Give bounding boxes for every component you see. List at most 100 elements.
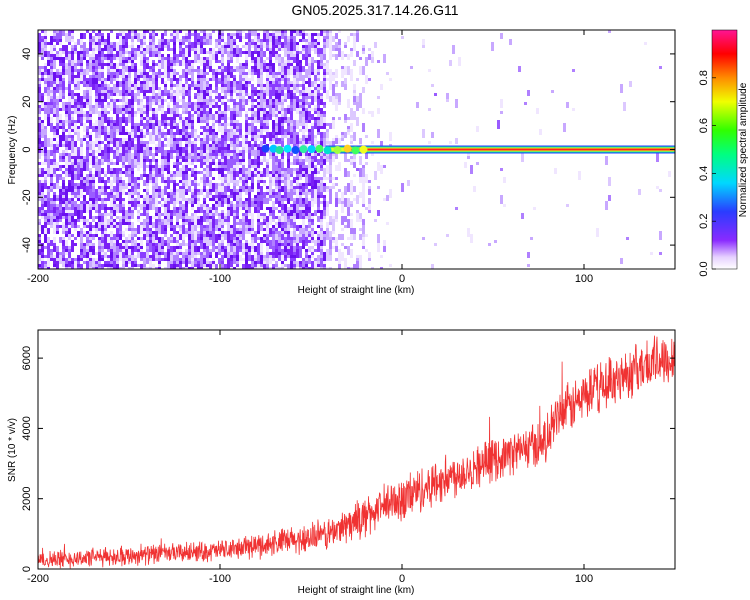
spectrogram-cell	[38, 51, 41, 54]
spectrogram-cell	[134, 78, 137, 81]
spectrogram-cell	[350, 48, 353, 51]
spectrogram-cell	[302, 186, 305, 195]
spectrogram-cell	[53, 39, 56, 42]
spectrogram-cell	[215, 135, 218, 138]
spectrogram-cell	[101, 150, 104, 159]
spectrogram-cell	[80, 117, 83, 123]
spectrogram-cell	[260, 213, 263, 216]
spectrogram-cell	[170, 117, 173, 120]
spectrogram-cell	[263, 237, 266, 240]
spectrogram-cell	[242, 72, 245, 75]
spectrogram-cell	[305, 264, 308, 267]
spectrogram-cell	[152, 63, 155, 66]
spectrogram-cell	[125, 33, 128, 42]
spectrogram-cell	[341, 51, 344, 60]
spectrogram-cell	[44, 114, 47, 120]
spectrogram-cell	[110, 267, 113, 269]
spectrogram-cell	[62, 78, 65, 81]
spectrogram-cell	[239, 174, 242, 177]
spectrogram-cell	[161, 204, 164, 207]
spectrogram-cell	[161, 81, 164, 84]
spectrogram-cell	[149, 141, 152, 144]
spectrogram-cell	[311, 225, 314, 228]
spectrogram-cell	[323, 153, 326, 156]
spectrogram-cell	[116, 141, 119, 147]
spectrogram-cell	[41, 108, 44, 111]
spectrogram-cell	[212, 198, 215, 201]
spectrogram-cell	[335, 57, 338, 60]
spectrogram-cell	[290, 237, 293, 240]
spectrogram-cell	[188, 69, 191, 75]
spectrogram-cell	[248, 162, 251, 165]
spectrogram-cell	[122, 264, 125, 269]
spectrogram-cell	[317, 129, 320, 132]
spectrogram-cell	[38, 87, 41, 90]
spectrogram-cell	[185, 156, 188, 159]
spectrogram-cell	[287, 138, 290, 147]
spectrogram-cell	[257, 111, 260, 120]
spectrogram-cell	[188, 39, 191, 42]
spectrogram-cell	[158, 237, 161, 246]
spectrogram-cell	[176, 243, 179, 246]
spectrogram-cell	[230, 72, 233, 78]
spectrogram-cell	[56, 78, 59, 84]
spectrogram-cell	[182, 159, 185, 162]
spectrogram-cell	[170, 252, 173, 255]
spectrogram-cell	[107, 63, 110, 66]
spectrogram-cell	[104, 105, 107, 108]
spectrogram-cell	[149, 51, 152, 57]
spectrogram-cell	[119, 222, 122, 231]
spectrogram-cell	[86, 180, 89, 183]
spectrogram-cell	[269, 90, 272, 93]
spectrogram-cell	[224, 156, 227, 159]
spectrogram-cell	[209, 114, 212, 120]
spectrogram-cell	[191, 243, 194, 252]
spectrogram-cell	[344, 156, 347, 162]
spectrogram-cell	[212, 231, 215, 234]
spectrogram-cell	[59, 195, 62, 198]
spectrogram-cell	[125, 120, 128, 126]
spectrogram-cell	[239, 189, 242, 192]
spectrogram-cell	[233, 228, 236, 237]
spectrogram-cell	[194, 252, 197, 255]
spectrogram-cell	[338, 249, 341, 255]
spectrogram-cell	[59, 108, 62, 111]
spectrogram-cell	[167, 93, 170, 96]
spectrogram-cell	[65, 204, 68, 210]
spectrogram-cell	[263, 192, 266, 201]
spectrogram-cell	[182, 150, 185, 153]
spectrogram-cell	[62, 261, 65, 264]
spectrogram-cell	[194, 87, 197, 90]
spectrogram-cell	[170, 264, 173, 269]
spectrogram-cell	[113, 237, 116, 240]
spectrogram-cell	[173, 246, 176, 255]
spectrogram-cell	[65, 258, 68, 267]
spectrogram-cell	[248, 45, 251, 51]
spectrogram-cell	[170, 228, 173, 231]
spectrogram-cell	[344, 72, 347, 75]
spectrogram-cell	[128, 177, 131, 183]
spectrogram-cell	[104, 111, 107, 114]
spectrogram-cell	[299, 165, 302, 174]
spectrogram-cell	[110, 96, 113, 99]
spectrogram-cell	[308, 66, 311, 75]
spectrogram-cell	[317, 93, 320, 96]
spectrogram-cell	[197, 219, 200, 225]
spectrogram-cell	[44, 108, 47, 114]
spectrogram-cell	[191, 267, 194, 269]
spectrogram-cell	[164, 150, 167, 159]
spectrogram-cell	[98, 144, 101, 153]
spectrogram-cell	[263, 123, 266, 126]
spectrogram-cell	[200, 108, 203, 111]
spectrogram-cell	[245, 93, 248, 96]
spectrogram-cell	[251, 174, 254, 177]
spectrogram-cell	[227, 144, 230, 150]
spectrogram-cell	[323, 267, 326, 269]
spectrogram-cell	[221, 87, 224, 93]
spectrogram-cell	[122, 69, 125, 78]
spectrogram-cell	[107, 45, 110, 51]
spectrogram-cell	[260, 153, 263, 156]
spectrogram-cell	[317, 99, 320, 108]
spectrogram-cell	[125, 45, 128, 48]
spectrogram-cell	[206, 237, 209, 246]
